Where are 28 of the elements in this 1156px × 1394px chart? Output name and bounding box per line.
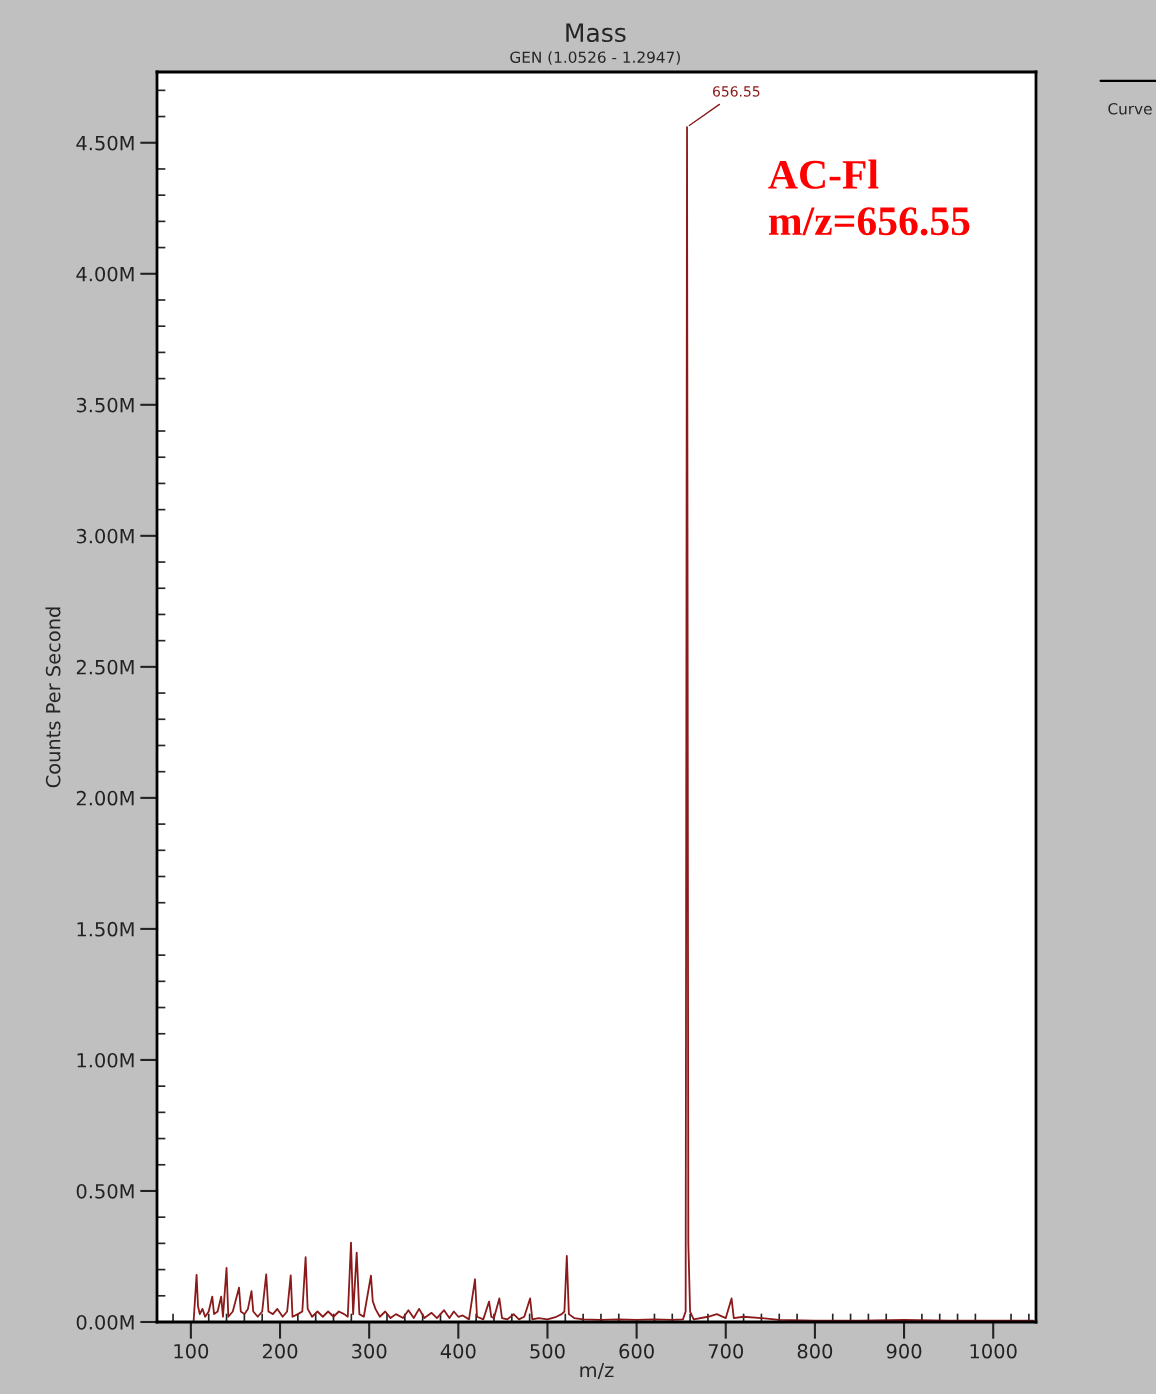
y-tick-label: 1.50M [77,921,134,937]
annotation: AC-Fl m/z=656.55 [768,159,970,236]
x-axis-title: m/z [580,1362,614,1379]
x-tick-label: 100 [174,1343,209,1359]
x-tick-label: 700 [708,1343,744,1359]
y-tick-label: 3.00M [76,528,134,544]
y-tick-label: 4.00M [76,266,134,282]
y-tick-label: 3.50M [76,397,134,413]
chart-title: Mass [566,23,626,43]
x-tick-label: 400 [440,1343,476,1359]
y-axis-title: Counts Per Second [45,607,61,788]
y-tick-label: 1.00M [77,1052,134,1068]
x-tick-label: 500 [530,1343,565,1359]
y-tick-label: 2.50M [76,659,134,675]
x-tick-label: 200 [262,1343,298,1359]
x-tick-label: 600 [619,1343,654,1359]
text: Curve [1108,103,1152,115]
y-tick-label: 0.00M [76,1314,134,1330]
line-series [192,126,1035,1322]
x-tick-label: 300 [352,1343,387,1359]
y-tick-label: 0.50M [76,1183,134,1199]
y-tick-label: 4.50M [76,135,134,151]
x-tick-label: 1000 [970,1343,1017,1359]
x-tick-label: 800 [797,1343,833,1359]
annotation: 656.55 [713,86,760,97]
x-tick-label: 900 [886,1343,922,1359]
chart-subtitle: GEN (1.0526 - 1.2947) [510,51,680,65]
y-tick-label: 2.00M [76,790,134,806]
